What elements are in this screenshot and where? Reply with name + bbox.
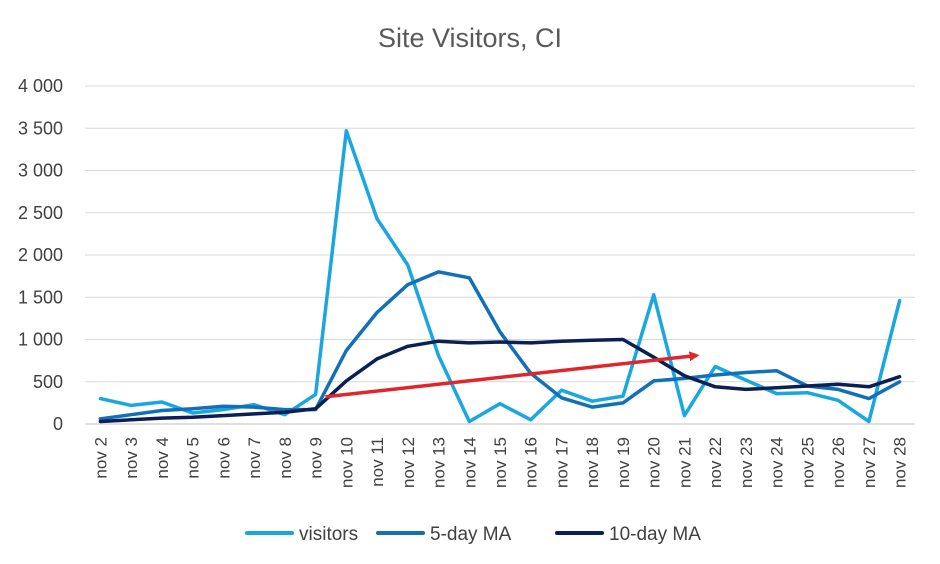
y-tick-label: 3 500 (18, 118, 63, 138)
x-axis-ticks: nov 2 nov 3 nov 4 nov 5 nov 6 nov 7 nov 8 nov 9… (91, 437, 909, 488)
x-tick-label: nov 10 (337, 437, 356, 488)
grid-layer (85, 85, 915, 425)
x-tick-label: nov 6 (214, 437, 233, 479)
x-tick-label: nov 7 (245, 437, 264, 479)
y-tick-label: 3 000 (18, 161, 63, 181)
chart-title: Site Visitors, CI (378, 23, 562, 53)
series-layer (98, 129, 902, 424)
legend-label: visitors (299, 524, 358, 545)
y-tick-label: 0 (53, 414, 63, 434)
x-tick-label: nov 8 (276, 437, 295, 479)
x-tick-label: nov 14 (460, 437, 479, 488)
x-tick-label: nov 26 (829, 437, 848, 488)
legend-item: 5-day MA (376, 524, 512, 545)
x-tick-label: nov 24 (768, 437, 787, 488)
y-tick-label: 1 000 (18, 330, 63, 350)
y-axis-ticks: 0 500 1 000 1 500 2 000 2 500 3 000 3 500 4 000 (18, 76, 63, 434)
y-tick-label: 2 500 (18, 203, 63, 223)
annotation-layer (325, 351, 700, 399)
x-tick-label: nov 2 (91, 437, 110, 479)
x-tick-label: nov 4 (153, 437, 172, 479)
x-tick-label: nov 17 (552, 437, 571, 488)
x-tick-label: nov 28 (891, 437, 910, 488)
legend-item: visitors (245, 524, 358, 545)
x-tick-label: nov 11 (368, 437, 387, 487)
legend-item: 10-day MA (555, 524, 701, 545)
x-tick-label: nov 19 (614, 437, 633, 488)
x-tick-label: nov 9 (307, 437, 326, 479)
legend-label: 5-day MA (430, 524, 512, 545)
y-tick-label: 2 000 (18, 245, 63, 265)
x-tick-label: nov 3 (122, 437, 141, 479)
series-line-5-day-ma (98, 270, 902, 421)
x-tick-label: nov 13 (430, 437, 449, 488)
y-tick-label: 4 000 (18, 76, 63, 96)
x-tick-label: nov 15 (491, 437, 510, 488)
series-line-10-day-ma (98, 337, 902, 424)
x-tick-label: nov 27 (860, 437, 879, 488)
x-tick-label: nov 20 (645, 437, 664, 488)
x-tick-label: nov 25 (798, 437, 817, 488)
legend-label: 10-day MA (609, 524, 701, 545)
x-tick-label: nov 12 (399, 437, 418, 488)
x-tick-label: nov 16 (522, 437, 541, 488)
x-tick-label: nov 21 (675, 437, 694, 488)
trend-arrow-annotation (325, 351, 700, 399)
legend: visitors 5-day MA 10-day MA (245, 524, 701, 545)
x-tick-label: nov 22 (706, 437, 725, 488)
y-tick-label: 1 500 (18, 287, 63, 307)
y-tick-label: 500 (33, 372, 63, 392)
x-tick-label: nov 18 (583, 437, 602, 488)
x-tick-label: nov 5 (184, 437, 203, 479)
x-tick-label: nov 23 (737, 437, 756, 488)
